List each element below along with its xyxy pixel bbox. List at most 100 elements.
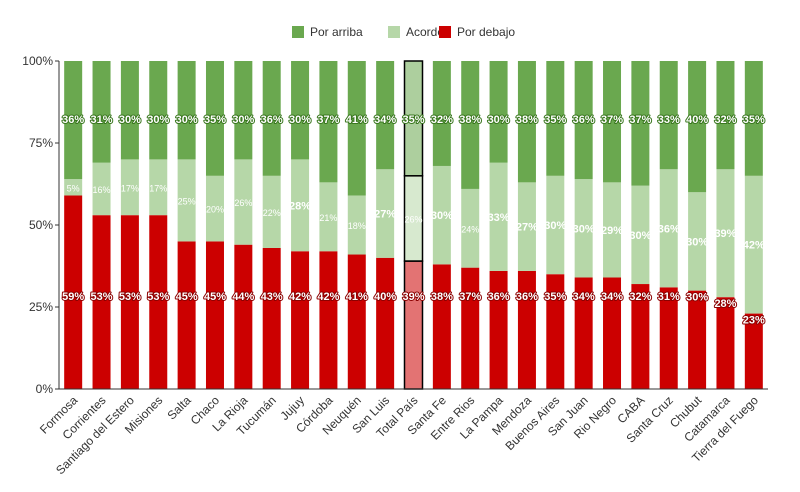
bar-segment-por-arriba[interactable] <box>659 61 678 170</box>
bar-segment-por-debajo[interactable] <box>291 251 310 389</box>
bar-group-formosa[interactable]: 59% 5% 36% <box>61 61 85 389</box>
bar-group-la-pampa[interactable]: 36% 33% 30% <box>487 61 511 389</box>
bar-segment-por-debajo[interactable] <box>744 313 763 389</box>
bar-segment-por-debajo[interactable] <box>716 297 735 389</box>
legend-item-por-arriba[interactable]: Por arriba <box>292 25 363 39</box>
bar-segment-por-arriba[interactable] <box>120 61 139 160</box>
bar-segment-por-debajo[interactable] <box>432 264 451 389</box>
bar-segment-por-arriba[interactable] <box>64 61 83 180</box>
bar-segment-por-debajo[interactable] <box>574 277 593 389</box>
bar-group-santa-fe[interactable]: 38% 30% 32% <box>430 61 454 389</box>
bar-segment-por-debajo[interactable] <box>461 267 480 389</box>
bar-segment-por-debajo[interactable] <box>92 215 111 389</box>
legend-item-acorde[interactable]: Acorde <box>388 25 444 39</box>
bar-segment-por-debajo[interactable] <box>546 274 565 389</box>
bar-group-tucuman[interactable]: 43% 22% 36% <box>260 61 284 389</box>
bar-group-catamarca[interactable]: 28% 39% 32% <box>713 61 738 389</box>
bar-segment-por-debajo[interactable] <box>403 260 424 390</box>
bar-segment-acorde[interactable] <box>631 185 650 285</box>
bar-segment-por-arriba[interactable] <box>403 60 424 177</box>
bar-segment-por-arriba[interactable] <box>432 61 451 166</box>
bar-segment-por-arriba[interactable] <box>149 61 168 160</box>
bar-group-entre-rios[interactable]: 37% 24% 38% <box>458 61 482 389</box>
bar-segment-acorde[interactable] <box>120 159 139 216</box>
bar-group-salta[interactable]: 45% 25% 30% <box>175 61 199 389</box>
bar-segment-por-debajo[interactable] <box>603 277 622 389</box>
bar-segment-acorde[interactable] <box>489 162 508 271</box>
bar-segment-por-debajo[interactable] <box>177 241 196 389</box>
bar-segment-acorde[interactable] <box>546 175 565 275</box>
bar-segment-acorde[interactable] <box>319 182 338 252</box>
bar-segment-por-debajo[interactable] <box>149 215 168 389</box>
bar-segment-acorde[interactable] <box>376 169 395 258</box>
bar-segment-acorde[interactable] <box>744 175 763 314</box>
bar-segment-acorde[interactable] <box>603 182 622 278</box>
bar-group-cordoba[interactable]: 42% 21% 37% <box>316 61 341 389</box>
bar-group-misiones[interactable]: 53% 17% 30% <box>146 61 170 389</box>
bar-segment-acorde[interactable] <box>659 169 678 288</box>
bar-segment-por-arriba[interactable] <box>716 61 735 170</box>
bar-group-corrientes[interactable]: 53% 16% 31% <box>90 61 114 389</box>
bar-group-mendoza[interactable]: 36% 27% 38% <box>515 61 539 389</box>
bar-group-tierra-del-fuego[interactable]: 23% 42% 35% <box>742 61 766 389</box>
bar-group-jujuy[interactable]: 42% 28% 30% <box>288 61 312 389</box>
bar-group-santa-cruz[interactable]: 31% 36% 33% <box>657 61 681 389</box>
bar-segment-por-arriba[interactable] <box>262 61 281 176</box>
bar-segment-acorde[interactable] <box>461 188 480 268</box>
bar-segment-por-arriba[interactable] <box>489 61 508 163</box>
bar-group-chaco[interactable]: 45% 20% 35% <box>203 61 227 389</box>
bar-segment-por-arriba[interactable] <box>688 61 707 193</box>
bar-segment-acorde[interactable] <box>688 192 707 291</box>
bar-segment-por-arriba[interactable] <box>347 61 366 196</box>
bar-segment-acorde[interactable] <box>574 179 593 278</box>
bar-segment-por-debajo[interactable] <box>631 284 650 389</box>
bar-segment-por-arriba[interactable] <box>291 61 310 160</box>
bar-segment-por-debajo[interactable] <box>120 215 139 389</box>
bar-segment-acorde[interactable] <box>92 162 111 216</box>
bar-segment-por-arriba[interactable] <box>319 61 338 183</box>
bar-segment-por-debajo[interactable] <box>688 290 707 389</box>
bar-segment-por-arriba[interactable] <box>603 61 622 183</box>
bar-segment-por-debajo[interactable] <box>205 241 224 389</box>
bar-group-caba[interactable]: 32% 30% 37% <box>628 61 653 389</box>
bar-segment-acorde[interactable] <box>432 165 451 265</box>
bar-segment-por-arriba[interactable] <box>234 61 253 160</box>
bar-segment-acorde[interactable] <box>291 159 310 252</box>
bar-group-chubut[interactable]: 30% 30% 40% <box>685 61 709 389</box>
bar-segment-por-arriba[interactable] <box>574 61 593 180</box>
bar-segment-por-arriba[interactable] <box>744 61 763 176</box>
bar-segment-acorde[interactable] <box>177 159 196 242</box>
bar-segment-por-arriba[interactable] <box>92 61 111 163</box>
bar-segment-por-debajo[interactable] <box>489 270 508 389</box>
bar-segment-por-arriba[interactable] <box>177 61 196 160</box>
bar-segment-acorde[interactable] <box>517 182 536 271</box>
bar-segment-acorde[interactable] <box>234 159 253 245</box>
bar-segment-acorde[interactable] <box>347 195 366 255</box>
bar-segment-por-arriba[interactable] <box>631 61 650 186</box>
bar-segment-por-debajo[interactable] <box>517 270 536 389</box>
bar-segment-por-debajo[interactable] <box>319 251 338 389</box>
bar-segment-por-debajo[interactable] <box>659 287 678 389</box>
bar-group-rio-negro[interactable]: 34% 29% 37% <box>600 61 624 389</box>
bar-segment-por-arriba[interactable] <box>517 61 536 183</box>
bar-group-san-juan[interactable]: 34% 30% 36% <box>572 61 596 389</box>
bar-segment-por-debajo[interactable] <box>234 244 253 389</box>
bar-segment-acorde[interactable] <box>149 159 168 216</box>
legend-item-por-debajo[interactable]: Por debajo <box>439 25 515 39</box>
bar-segment-por-debajo[interactable] <box>262 247 281 389</box>
bar-segment-acorde[interactable] <box>262 175 281 248</box>
bar-segment-acorde[interactable] <box>716 169 735 298</box>
bar-segment-por-arriba[interactable] <box>376 61 395 170</box>
bar-group-buenos-aires[interactable]: 35% 30% 35% <box>543 61 568 389</box>
bar-group-san-luis[interactable]: 40% 27% 34% <box>373 61 397 389</box>
bar-segment-acorde[interactable] <box>205 175 224 242</box>
bar-segment-por-arriba[interactable] <box>205 61 224 176</box>
bar-group-la-rioja[interactable]: 44% 26% 30% <box>231 61 256 389</box>
bar-segment-por-arriba[interactable] <box>461 61 480 189</box>
bar-segment-acorde[interactable] <box>64 179 83 196</box>
bar-group-neuquen[interactable]: 41% 18% 41% <box>345 61 369 389</box>
bar-group-santiago-del-estero[interactable]: 53% 17% 30% <box>118 61 142 389</box>
bar-segment-por-debajo[interactable] <box>376 257 395 389</box>
bar-segment-por-debajo[interactable] <box>347 254 366 389</box>
bar-segment-por-debajo[interactable] <box>64 195 83 389</box>
